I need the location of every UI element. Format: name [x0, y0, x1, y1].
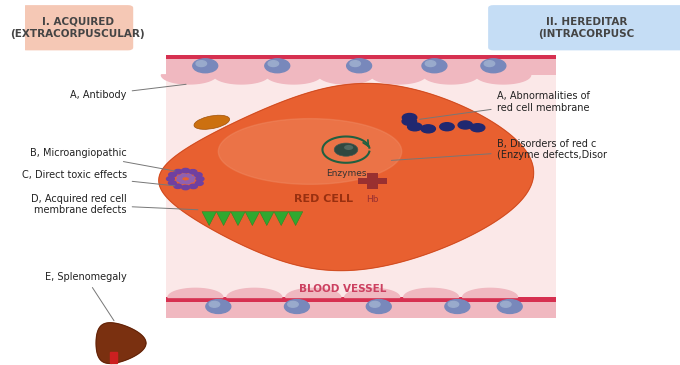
Circle shape	[484, 61, 494, 66]
Bar	[166, 55, 556, 75]
Polygon shape	[423, 75, 478, 84]
Bar	[367, 173, 377, 189]
Circle shape	[481, 59, 506, 73]
Polygon shape	[218, 119, 402, 184]
Circle shape	[403, 114, 417, 122]
Circle shape	[288, 301, 299, 307]
Circle shape	[174, 169, 182, 174]
Circle shape	[422, 59, 447, 73]
Polygon shape	[110, 352, 117, 363]
Polygon shape	[286, 288, 341, 297]
Polygon shape	[266, 75, 321, 84]
Text: D, Acquired red cell
membrane defects: D, Acquired red cell membrane defects	[31, 193, 198, 215]
Polygon shape	[318, 75, 373, 84]
Text: B, Disorders of red c
(Enzyme defects,Disor: B, Disorders of red c (Enzyme defects,Di…	[392, 139, 607, 161]
Circle shape	[194, 173, 202, 177]
Polygon shape	[345, 288, 400, 297]
Circle shape	[284, 300, 309, 314]
Polygon shape	[404, 288, 459, 297]
Polygon shape	[227, 288, 282, 297]
Circle shape	[186, 174, 191, 177]
Circle shape	[344, 145, 353, 150]
Text: A, Abnormalities of
red cell membrane: A, Abnormalities of red cell membrane	[420, 91, 590, 119]
Text: II. HEREDITAR
(INTRACORPUSC: II. HEREDITAR (INTRACORPUSC	[539, 17, 634, 39]
Bar	[166, 297, 556, 302]
Circle shape	[177, 178, 182, 181]
Circle shape	[347, 59, 371, 73]
Circle shape	[182, 168, 190, 173]
Circle shape	[497, 300, 522, 314]
Circle shape	[471, 124, 485, 132]
Polygon shape	[214, 75, 269, 84]
Polygon shape	[96, 323, 146, 364]
Polygon shape	[159, 84, 534, 270]
Circle shape	[500, 301, 511, 307]
Text: A, Antibody: A, Antibody	[70, 84, 186, 100]
Circle shape	[407, 123, 422, 131]
Ellipse shape	[194, 115, 230, 129]
Circle shape	[335, 143, 358, 156]
Circle shape	[367, 300, 391, 314]
Text: RED CELL: RED CELL	[294, 194, 353, 204]
Circle shape	[177, 176, 182, 178]
Polygon shape	[288, 212, 303, 226]
Circle shape	[458, 121, 473, 129]
Circle shape	[421, 125, 435, 133]
Circle shape	[185, 181, 190, 184]
Circle shape	[268, 61, 279, 66]
Text: I. ACQUIRED
(EXTRACORPUSCULAR): I. ACQUIRED (EXTRACORPUSCULAR)	[10, 17, 145, 39]
Circle shape	[169, 173, 177, 177]
Polygon shape	[161, 75, 216, 84]
FancyBboxPatch shape	[21, 5, 133, 50]
Circle shape	[195, 181, 203, 185]
Circle shape	[350, 61, 360, 66]
Bar	[166, 55, 556, 59]
Circle shape	[370, 301, 380, 307]
Text: B, Microangiopathic: B, Microangiopathic	[30, 148, 175, 171]
Text: Hb: Hb	[366, 195, 379, 204]
FancyBboxPatch shape	[488, 5, 680, 50]
Circle shape	[189, 179, 194, 182]
Text: E, Splenomegaly: E, Splenomegaly	[45, 272, 126, 321]
Polygon shape	[462, 288, 517, 297]
Circle shape	[209, 301, 220, 307]
Circle shape	[196, 177, 204, 181]
Circle shape	[189, 170, 197, 174]
Text: C, Direct toxic effects: C, Direct toxic effects	[22, 170, 175, 186]
Circle shape	[206, 300, 231, 314]
Bar	[166, 75, 556, 297]
Circle shape	[193, 59, 218, 73]
Circle shape	[445, 300, 470, 314]
Polygon shape	[274, 212, 288, 226]
Circle shape	[169, 181, 176, 185]
Polygon shape	[476, 75, 530, 84]
Circle shape	[189, 176, 194, 179]
Circle shape	[167, 177, 174, 181]
Polygon shape	[231, 212, 245, 226]
Polygon shape	[202, 212, 216, 226]
Bar	[358, 178, 387, 184]
Circle shape	[425, 61, 436, 66]
Circle shape	[190, 184, 197, 189]
Polygon shape	[168, 288, 223, 297]
Text: Enzymes: Enzymes	[326, 169, 367, 178]
Circle shape	[448, 301, 459, 307]
Text: BLOOD VESSEL: BLOOD VESSEL	[299, 284, 386, 295]
Polygon shape	[216, 212, 231, 226]
Polygon shape	[245, 212, 260, 226]
Circle shape	[402, 117, 417, 125]
Circle shape	[181, 174, 186, 177]
Circle shape	[265, 59, 290, 73]
Polygon shape	[260, 212, 274, 226]
Circle shape	[440, 123, 454, 131]
Polygon shape	[371, 75, 426, 84]
Circle shape	[174, 184, 182, 188]
Bar	[166, 297, 556, 318]
Circle shape	[180, 181, 185, 184]
Circle shape	[182, 185, 190, 190]
Circle shape	[196, 61, 207, 66]
